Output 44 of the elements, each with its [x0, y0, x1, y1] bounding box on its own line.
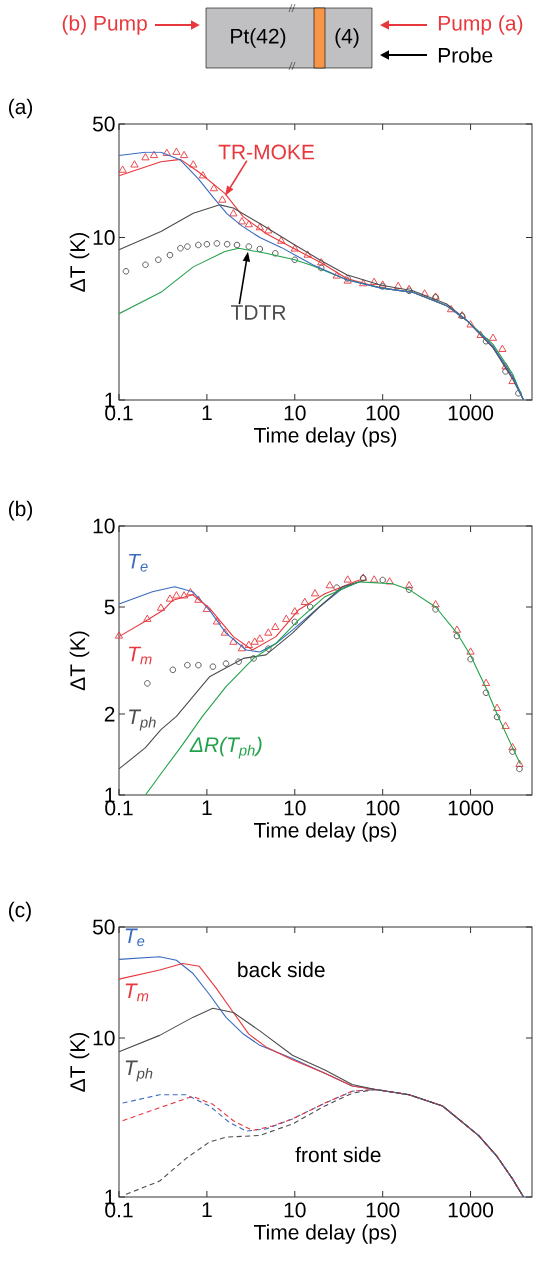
series-label: TR-MOKE [218, 144, 315, 160]
x-tick-label: 1000 [448, 1202, 494, 1218]
series-label: T$_{e}$ [125, 928, 145, 947]
chart-title: (a) [8, 98, 33, 119]
y-tick-label: 10 [93, 1030, 115, 1046]
series-label: T$_{m}$ [125, 983, 149, 1002]
x-tick-label: 100 [366, 405, 400, 421]
y-axis-title: ΔT (K) [69, 232, 90, 292]
x-tick-label: 10 [284, 800, 306, 816]
annotation: back side [238, 961, 325, 978]
annotation: front side [295, 1146, 381, 1163]
text: (b) Pump [62, 15, 147, 35]
text: (4) [335, 28, 359, 48]
text: Pt(42) [231, 28, 286, 48]
x-tick-label: 1 [202, 1202, 212, 1217]
x-tick-label: 1 [202, 800, 212, 815]
text: TDTR [231, 305, 286, 320]
x-axis-title: Time delay (ps) [254, 1224, 397, 1244]
x-tick-label: 10 [284, 405, 306, 421]
y-tick-label: 2 [104, 706, 115, 722]
y-axis-title: ΔT (K) [69, 1032, 90, 1092]
text: Probe [438, 47, 493, 63]
y-axis-title: ΔT (K) [69, 631, 90, 691]
y-tick-label: 50 [92, 116, 115, 132]
x-tick-label: 1 [202, 405, 212, 420]
series-label: T$_{ph}$ [129, 709, 156, 731]
x-tick-label: 10 [284, 1202, 306, 1218]
x-tick-label: 1000 [448, 800, 494, 816]
x-axis-title: Time delay (ps) [254, 427, 397, 447]
chart-title: (c) [8, 901, 31, 922]
y-tick-label: 10 [93, 230, 115, 245]
series-label: T$_{e}$ [129, 553, 148, 572]
x-axis-title: Time delay (ps) [254, 822, 397, 842]
y-tick-label: 50 [92, 919, 115, 935]
x-tick-label: 100 [366, 1202, 400, 1218]
y-tick-label: 10 [93, 518, 115, 534]
series-label: ΔR(T$_{ph}$) [189, 736, 262, 759]
x-tick-label: 100 [366, 800, 400, 816]
y-tick-label: 5 [104, 599, 115, 615]
text: Pump (a) [438, 15, 523, 35]
x-tick-label: 1000 [448, 405, 494, 421]
chart-title: (b) [8, 500, 33, 521]
series-label: T$_{ph}$ [125, 1060, 153, 1082]
series-label: T$_{m}$ [129, 646, 152, 665]
